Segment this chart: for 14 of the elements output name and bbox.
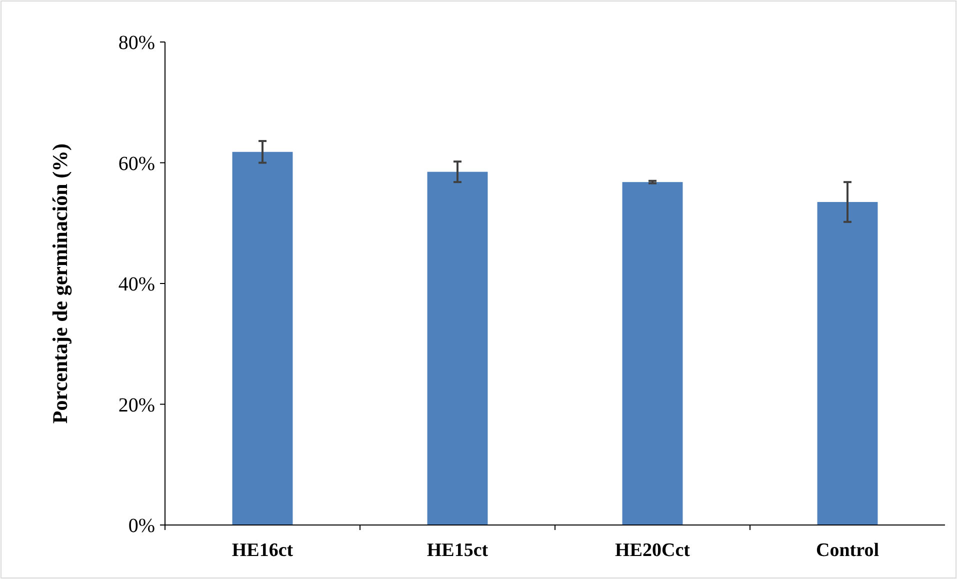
y-tick-label: 40% [118, 274, 155, 296]
y-tick-label: 60% [118, 152, 155, 175]
x-tick-label: Control [816, 540, 879, 561]
y-tick-label: 20% [118, 394, 155, 416]
bar [817, 202, 878, 525]
x-tick-label: HE20Cct [615, 540, 691, 561]
y-axis-title: Porcentaje de germinación (%) [48, 143, 72, 424]
x-tick-label: HE15ct [426, 540, 489, 561]
bar [622, 182, 683, 525]
bar [427, 172, 488, 525]
x-tick-label: HE16ct [232, 540, 294, 561]
bar [232, 152, 293, 525]
y-tick-label: 80% [118, 32, 155, 54]
y-tick-label: 0% [128, 515, 155, 537]
